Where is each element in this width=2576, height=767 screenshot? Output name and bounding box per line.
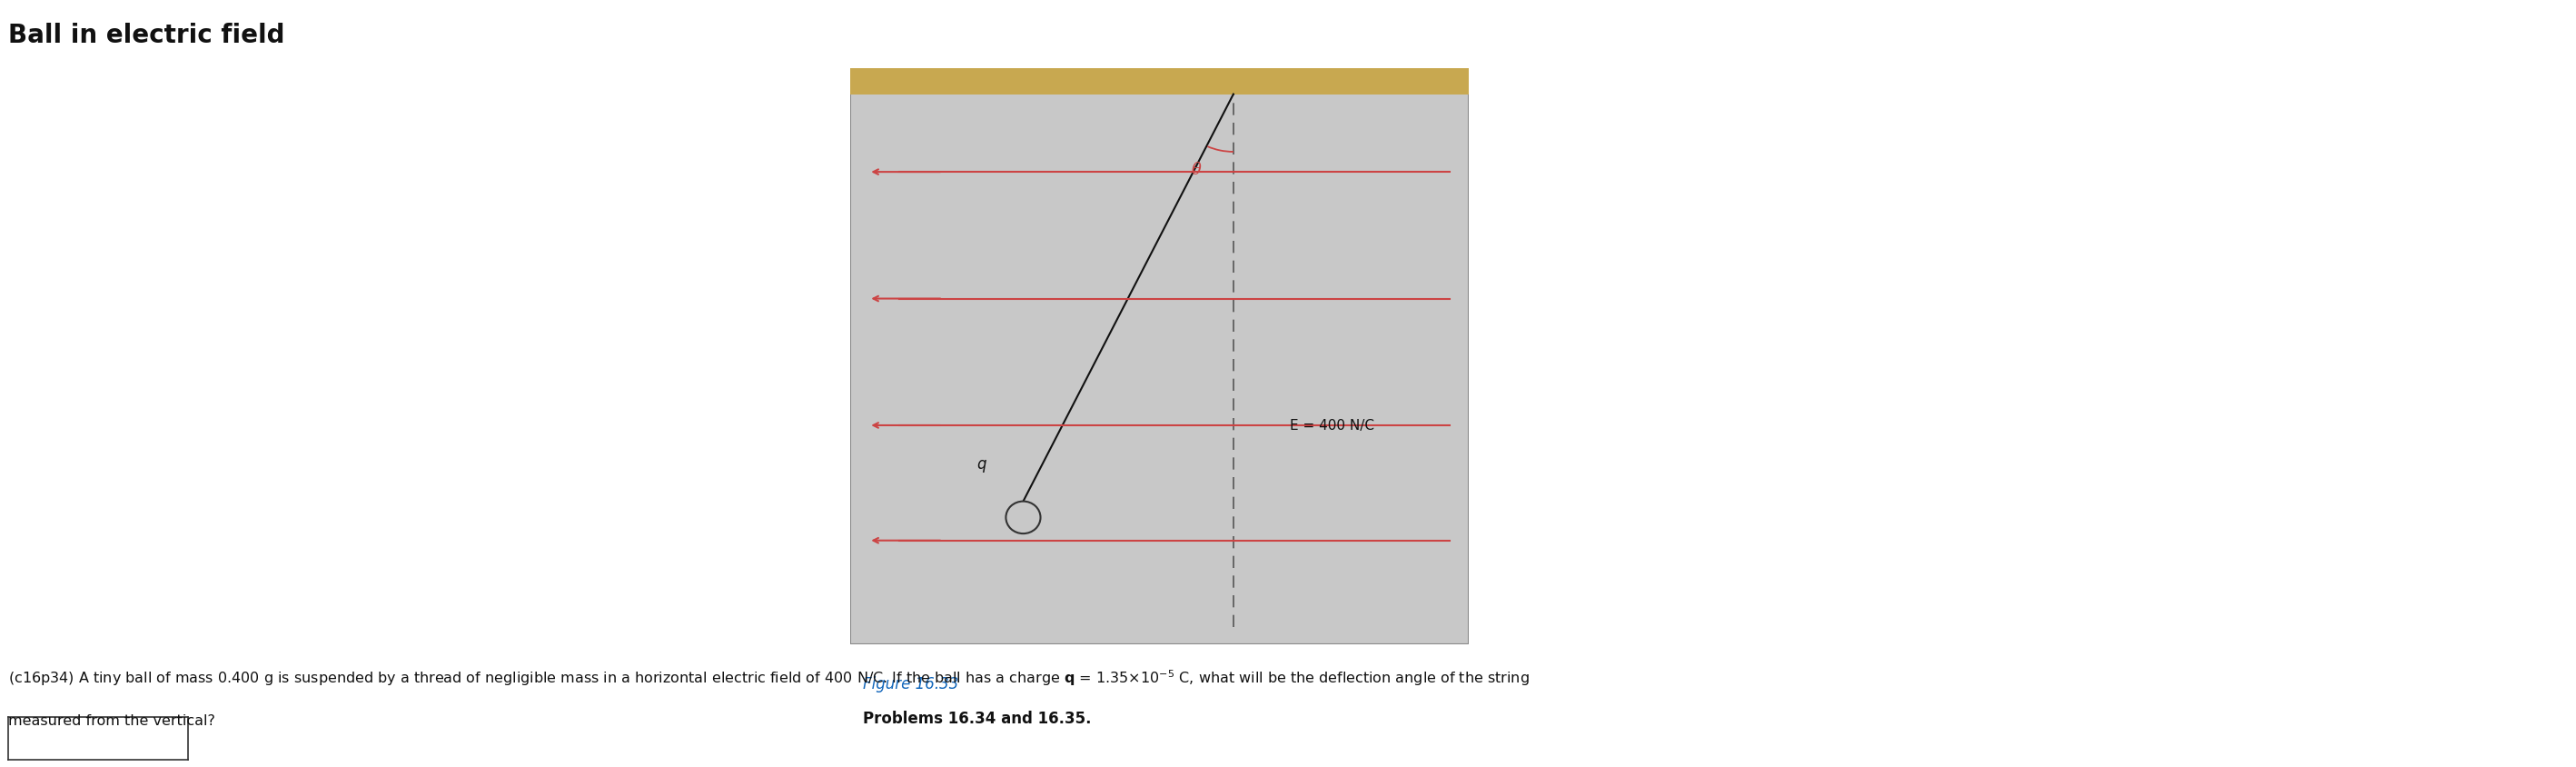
- Text: Problems 16.34 and 16.35.: Problems 16.34 and 16.35.: [863, 709, 1092, 726]
- Text: θ: θ: [1190, 162, 1200, 178]
- Circle shape: [1005, 502, 1041, 534]
- Text: q: q: [976, 456, 987, 472]
- Text: measured from the vertical?: measured from the vertical?: [8, 713, 214, 727]
- Text: Ball in electric field: Ball in electric field: [8, 23, 283, 48]
- Text: E = 400 N/C: E = 400 N/C: [1291, 419, 1376, 433]
- Bar: [850, 69, 1468, 95]
- Text: (c16p34) A tiny ball of mass 0.400 g is suspended by a thread of negligible mass: (c16p34) A tiny ball of mass 0.400 g is …: [8, 667, 1530, 687]
- Text: Figure 16.33: Figure 16.33: [863, 675, 958, 691]
